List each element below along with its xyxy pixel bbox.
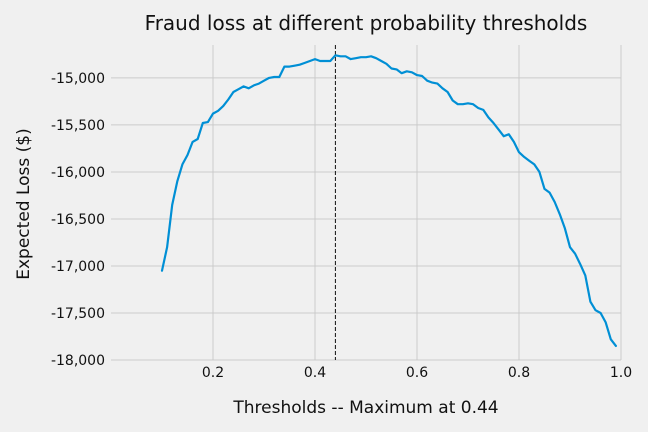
expected-loss-line (160, 54, 618, 347)
grid (111, 45, 622, 361)
x-tick-label: 0.2 (202, 365, 224, 381)
y-tick-label: -17,000 (51, 259, 105, 275)
x-tick-labels: 0.2 0.4 0.6 0.8 1.0 (202, 365, 632, 381)
chart-title: Fraud loss at different probability thre… (145, 11, 588, 35)
x-tick-label: 0.4 (304, 365, 326, 381)
y-tick-label: -16,000 (51, 165, 105, 181)
x-tick-label: 1.0 (610, 365, 632, 381)
y-tick-labels: -18,000 -17,500 -17,000 -16,500 -16,000 -15,5… (51, 71, 105, 369)
x-tick-label: 0.8 (508, 365, 530, 381)
y-tick-label: -16,500 (51, 212, 105, 228)
y-tick-label: -17,500 (51, 306, 105, 322)
y-tick-label: -18,000 (51, 353, 105, 369)
y-tick-label: -15,500 (51, 118, 105, 134)
series-layer (160, 54, 618, 347)
y-tick-label: -15,000 (51, 71, 105, 87)
x-tick-label: 0.6 (406, 365, 428, 381)
y-axis-label: Expected Loss ($) (14, 128, 34, 280)
x-axis-label: Thresholds -- Maximum at 0.44 (232, 398, 498, 418)
